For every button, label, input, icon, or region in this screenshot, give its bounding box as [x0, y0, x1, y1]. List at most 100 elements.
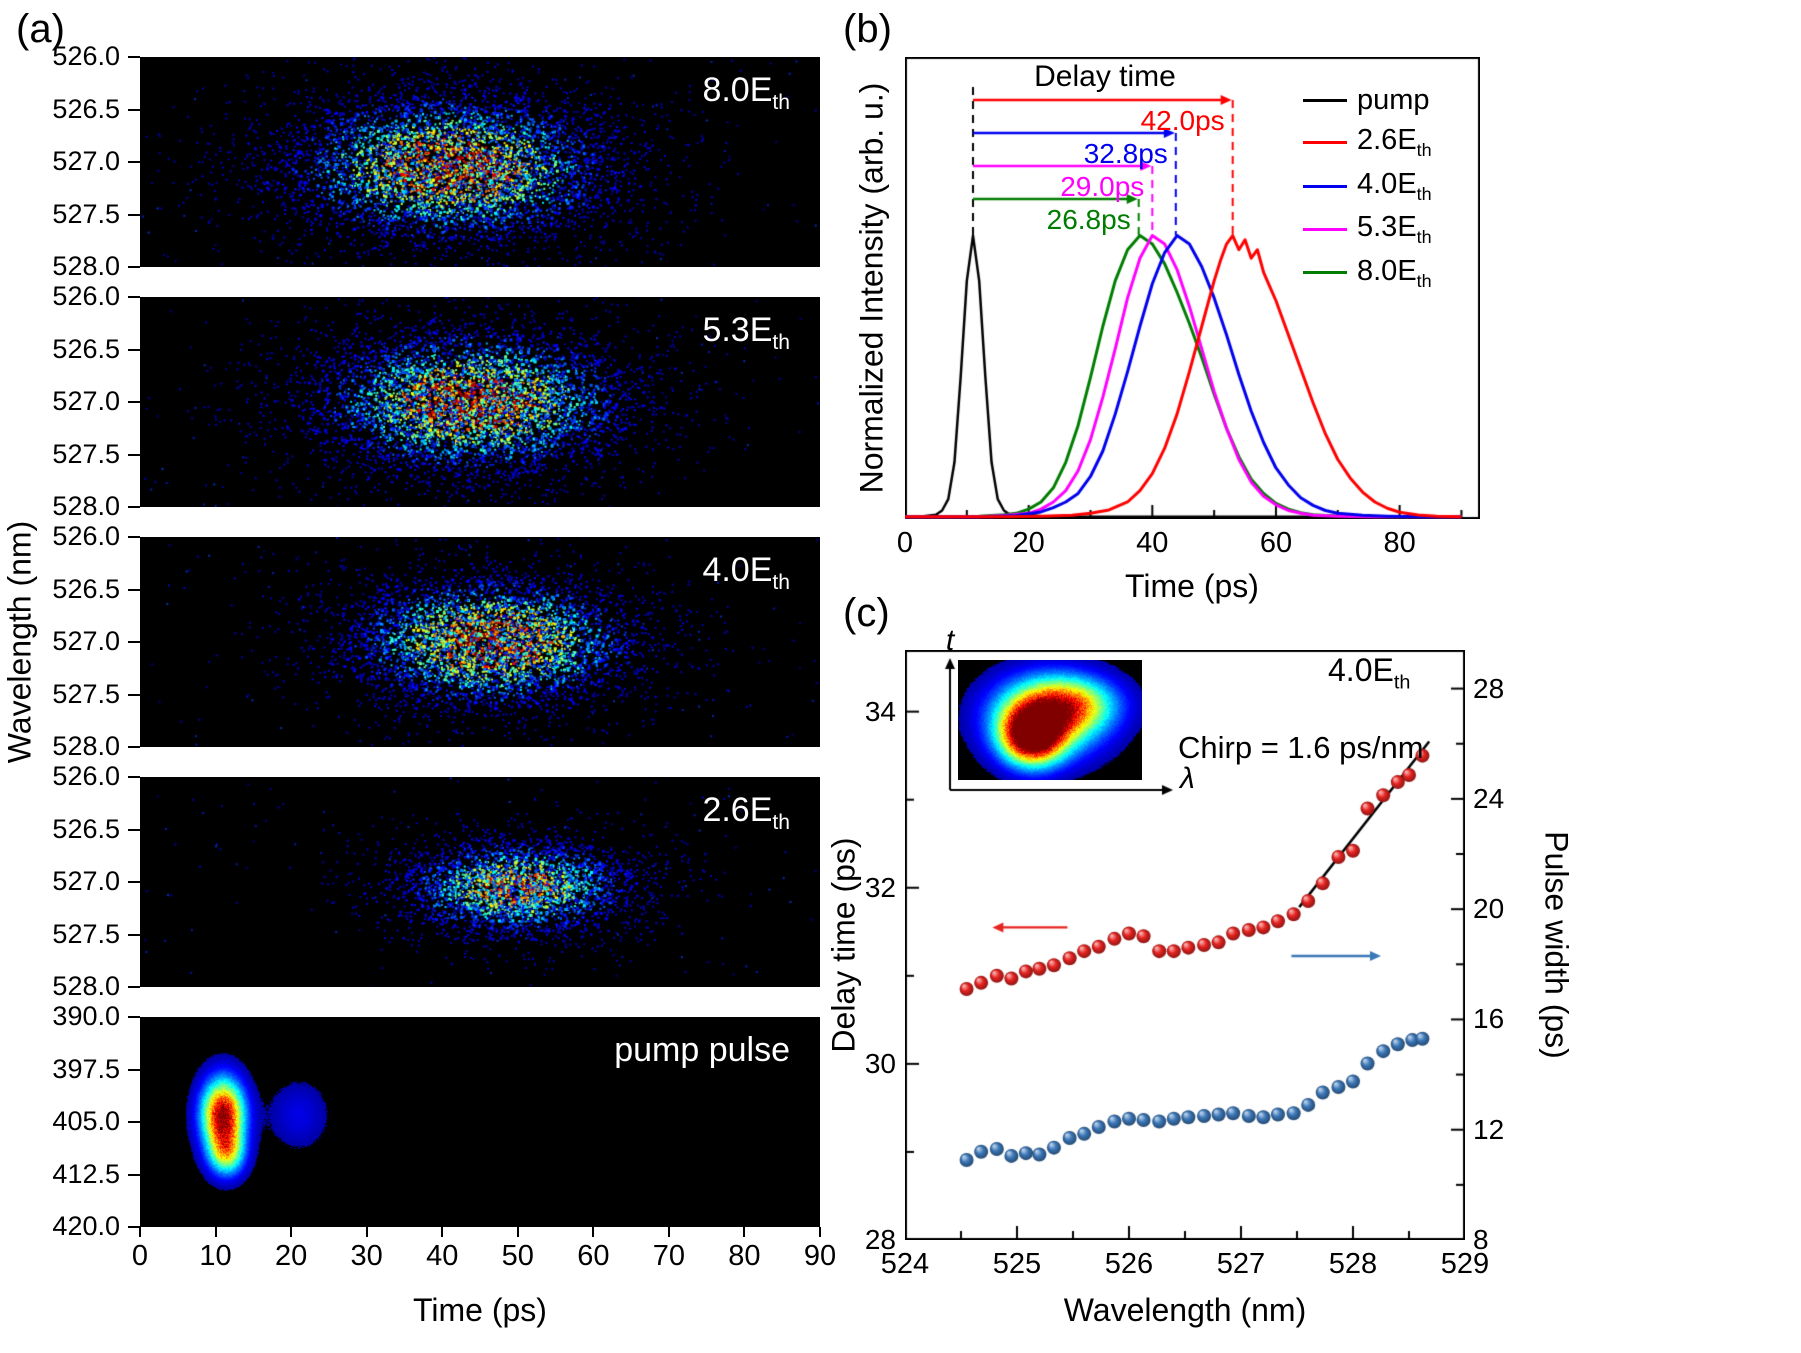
- wavelength-tick-mark: [128, 588, 140, 591]
- wavelength-tick-mark: [128, 933, 140, 936]
- legend-label: 2.6Eth: [1357, 124, 1432, 161]
- wavelength-tick-mark: [128, 296, 140, 298]
- wavelength-tick-mark: [128, 693, 140, 696]
- time-tick-mark: [516, 1227, 519, 1237]
- wavelength-tick-label: 527.5: [52, 198, 120, 229]
- pump-level-subscript: th: [1393, 671, 1411, 694]
- panel-c-tag: (c): [843, 591, 890, 635]
- wavelength-tick-label: 528.0: [52, 731, 120, 761]
- time-tick-mark: [819, 1227, 821, 1237]
- legend-label: 5.3Eth: [1357, 211, 1432, 248]
- wavelength-tick-mark: [128, 986, 140, 988]
- wavelength-tick-mark: [128, 161, 140, 163]
- pulse-width-tick-label: 28: [1473, 672, 1505, 704]
- wavelength-tick-label: 527.0: [52, 866, 120, 896]
- panel-c-right-axis-label: Pulse width (ps): [1538, 831, 1575, 1059]
- wavelength-tick-label: 527.5: [52, 678, 120, 709]
- pulse-width-tick-label: 24: [1473, 782, 1505, 814]
- wavelength-tick-mark: [128, 776, 140, 778]
- spectrogram-power-label: 8.0Eth: [702, 71, 790, 114]
- wavelength-tick-mark: [128, 1226, 140, 1228]
- pump-level-value: 4.0E: [1328, 652, 1394, 688]
- panel-c-pump-level-label: 4.0Eth: [1328, 652, 1410, 694]
- wavelength-tick-mark: [128, 401, 140, 403]
- wavelength-tick-label: 526.5: [52, 93, 120, 124]
- delay-value-label: 32.8ps: [1083, 138, 1168, 169]
- pulse-width-tick-label: 8: [1473, 1224, 1489, 1255]
- legend-swatch: [1303, 141, 1347, 145]
- panel-c-left-axis-label: Delay time (ps): [825, 837, 862, 1053]
- time-tick-mark: [743, 1227, 746, 1237]
- delay-axis-tick-label: 30: [864, 1047, 896, 1079]
- delay-time-annotation: Delay time: [1034, 60, 1176, 93]
- wavelength-axis-tick-label: 527: [1216, 1248, 1266, 1280]
- wavelength-tick-label: 528.0: [52, 251, 120, 281]
- time-tick-mark: [214, 1227, 217, 1237]
- panel-b-x-axis-label: Time (ps): [1125, 568, 1259, 604]
- panel-b-y-axis-label: Normalized Intensity (arb. u.): [853, 82, 890, 494]
- wavelength-tick-mark: [128, 56, 140, 58]
- time-tick-mark: [592, 1227, 595, 1237]
- time-tick-label: 0: [131, 1240, 149, 1272]
- inset-wavelength-axis-label: λ: [1180, 762, 1195, 795]
- spectrogram-row-0: [140, 57, 820, 267]
- wavelength-tick-mark: [128, 881, 140, 883]
- wavelength-tick-label: 527.0: [52, 386, 120, 416]
- legend-item: 4.0Eth: [1303, 168, 1432, 204]
- wavelength-tick-label: 526.0: [52, 41, 120, 71]
- wavelength-tick-label: 405.0: [52, 1106, 120, 1136]
- wavelength-tick-label: 526.5: [52, 333, 120, 364]
- time-tick-label: 0: [896, 527, 914, 559]
- pulse-width-tick-label: 12: [1473, 1113, 1505, 1145]
- spectrogram-row-1: [140, 297, 820, 507]
- legend-swatch: [1303, 184, 1347, 188]
- legend-swatch: [1303, 271, 1347, 275]
- wavelength-tick-mark: [128, 453, 140, 456]
- panel-a-x-axis-label: Time (ps): [413, 1292, 547, 1328]
- time-tick-label: 60: [1259, 527, 1293, 559]
- delay-axis-tick-label: 32: [864, 871, 896, 903]
- wavelength-axis-tick-label: 529: [1440, 1248, 1490, 1280]
- wavelength-tick-label: 526.0: [52, 281, 120, 311]
- wavelength-tick-mark: [128, 641, 140, 643]
- legend-label: pump: [1357, 84, 1430, 116]
- wavelength-tick-label: 527.5: [52, 918, 120, 949]
- wavelength-tick-mark: [128, 746, 140, 748]
- legend-swatch: [1303, 228, 1347, 232]
- wavelength-tick-mark: [128, 828, 140, 831]
- wavelength-tick-mark: [128, 536, 140, 538]
- wavelength-tick-mark: [128, 266, 140, 268]
- wavelength-axis-tick-label: 524: [880, 1248, 930, 1280]
- wavelength-tick-mark: [128, 1121, 140, 1123]
- panel-c-x-axis-label: Wavelength (nm): [1063, 1292, 1307, 1328]
- spectrogram-power-label: 2.6Eth: [702, 791, 790, 834]
- panel-b-tag: (b): [843, 7, 892, 51]
- chirp-annotation: Chirp = 1.6 ps/nm: [1178, 730, 1424, 765]
- wavelength-tick-label: 527.0: [52, 146, 120, 176]
- wavelength-tick-mark: [128, 348, 140, 351]
- time-tick-label: 10: [199, 1240, 232, 1272]
- panel-c-inset-image: [958, 660, 1142, 780]
- legend-item: 8.0Eth: [1303, 255, 1432, 291]
- wavelength-tick-label: 526.0: [52, 761, 120, 791]
- time-tick-label: 30: [350, 1240, 383, 1272]
- wavelength-tick-label: 526.5: [52, 573, 120, 604]
- spectrogram-row-2: [140, 537, 820, 747]
- legend-label: 8.0Eth: [1357, 254, 1432, 291]
- pulse-width-tick-label: 16: [1473, 1003, 1505, 1035]
- spectrogram-row-4: [140, 1017, 820, 1227]
- wavelength-tick-label: 527.5: [52, 438, 120, 469]
- legend: pump 2.6Eth 4.0Eth 5.3Eth 8.0Eth: [1303, 84, 1432, 298]
- wavelength-tick-label: 420.0: [52, 1211, 120, 1241]
- time-tick-mark: [667, 1227, 670, 1237]
- time-tick-label: 70: [652, 1240, 686, 1272]
- time-tick-label: 60: [577, 1240, 610, 1272]
- time-tick-mark: [441, 1227, 444, 1237]
- wavelength-tick-label: 390.0: [52, 1001, 120, 1031]
- legend-swatch: [1303, 99, 1347, 103]
- time-tick-label: 40: [1136, 527, 1169, 559]
- wavelength-tick-mark: [128, 108, 140, 111]
- time-tick-label: 80: [1383, 527, 1416, 559]
- spectrogram-power-label: 5.3Eth: [702, 311, 790, 354]
